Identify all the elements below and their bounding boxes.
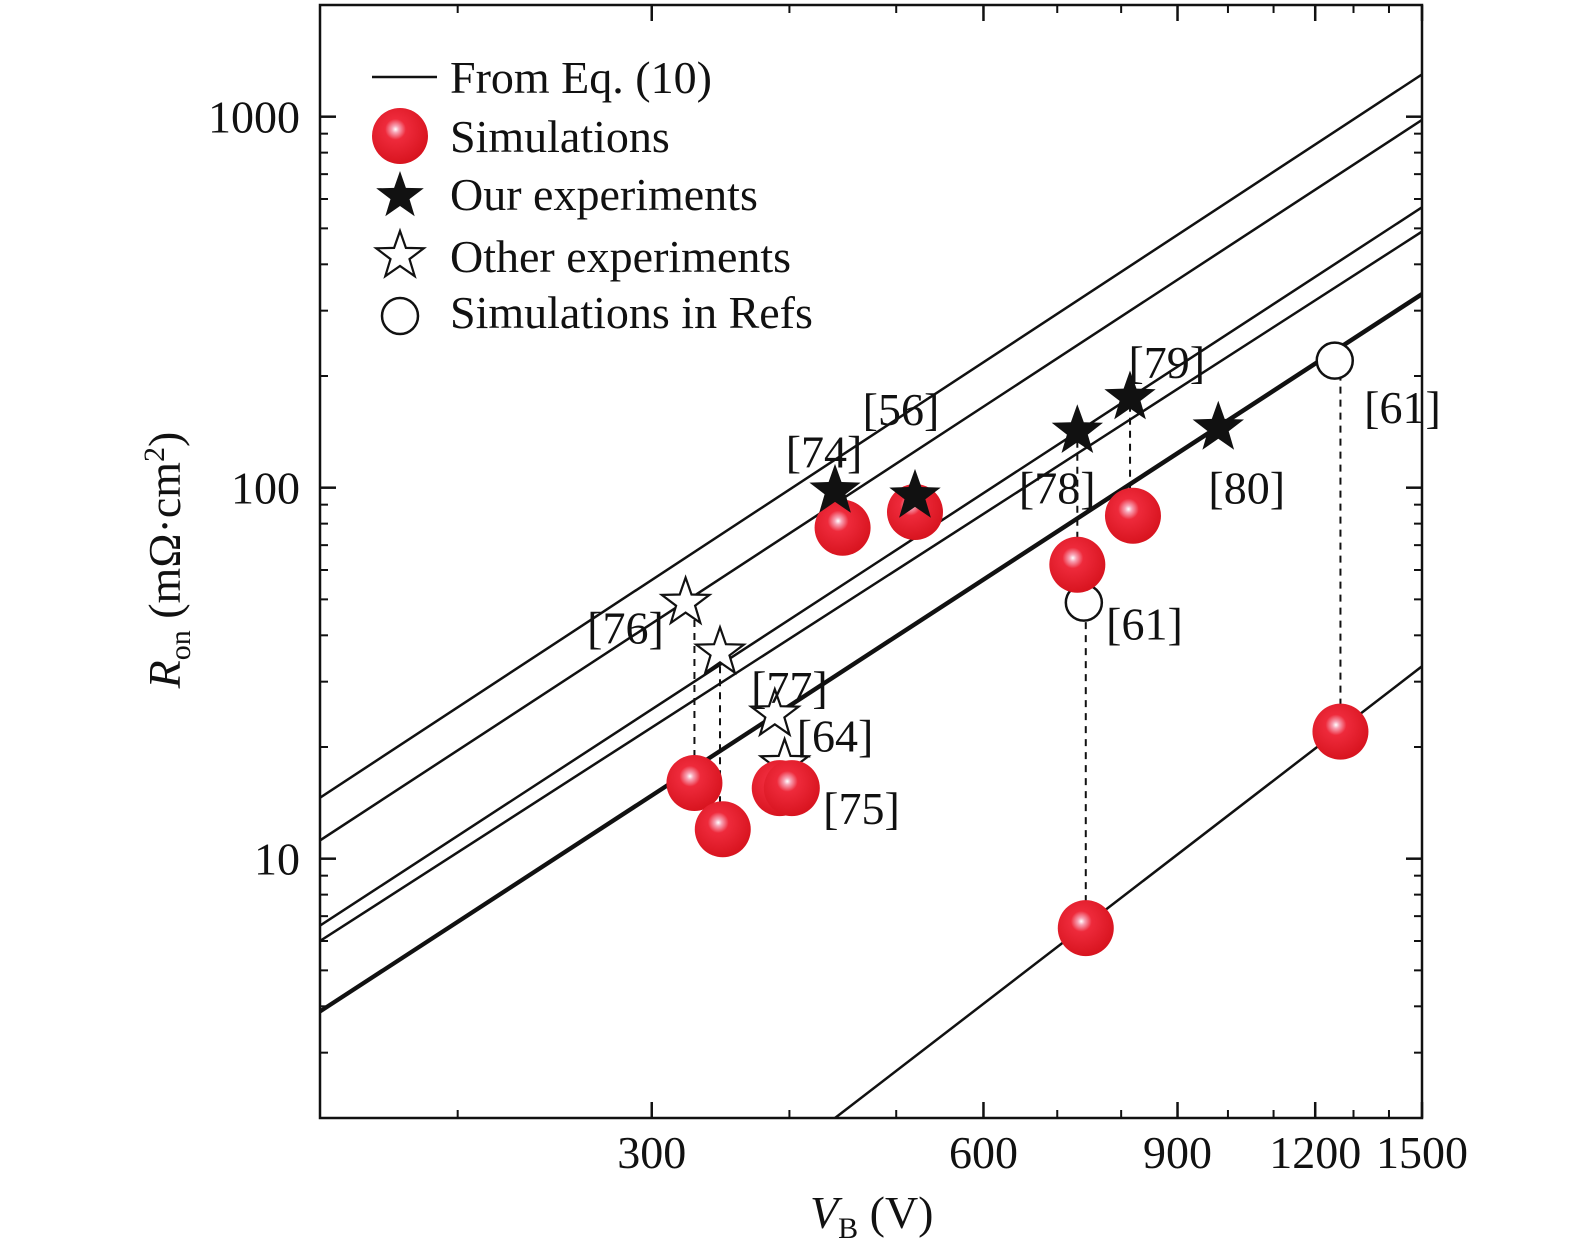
svg-text:Ron (mΩ·cm2): Ron (mΩ·cm2): [138, 432, 197, 690]
svg-text:VB (V): VB (V): [810, 1187, 933, 1245]
y-axis-title-close: ): [139, 432, 190, 447]
equation-line: [320, 73, 1422, 799]
y-axis-title-unit: (mΩ·cm: [139, 462, 190, 631]
reference-annotation: [64]: [797, 710, 874, 761]
x-tick-label: 1500: [1376, 1127, 1468, 1178]
legend-label-simulations-in-refs: Simulations in Refs: [450, 287, 813, 338]
reference-annotation: [77]: [751, 662, 828, 713]
x-tick-label: 300: [617, 1127, 686, 1178]
reference-annotation: [76]: [587, 602, 664, 653]
legend-label-eq10: From Eq. (10): [450, 52, 712, 103]
reference-annotation: [79]: [1128, 337, 1205, 388]
red-sphere-point: [666, 754, 723, 811]
red-sphere-point: [763, 760, 820, 817]
legend-open-circle-marker: [380, 296, 420, 336]
y-axis-title-sup: 2: [138, 447, 171, 462]
legend-label-our-experiments: Our experiments: [450, 169, 758, 220]
open-circle-point: [1315, 341, 1354, 380]
reference-annotation: [80]: [1208, 463, 1285, 514]
filled-star-point: [1051, 404, 1103, 453]
red-sphere-point: [1312, 703, 1369, 760]
y-tick-labels: 10 100 1000: [208, 92, 300, 885]
open-star-point: [747, 685, 802, 738]
legend-label-other-experiments: Other experiments: [450, 231, 791, 282]
legend-filled-star-marker: [376, 171, 424, 217]
plot-area: [74][56] [78] [79] [80] [61] [61] [76] [77][64]…: [318, 3, 1441, 1120]
equation-line: [320, 294, 1422, 1014]
x-tick-labels: 300 600 900 1200 1500: [617, 1127, 1468, 1178]
filled-star-point: [1104, 370, 1156, 420]
equation-line: [320, 118, 1422, 842]
x-tick-label: 600: [949, 1127, 1018, 1178]
red-sphere-point: [886, 483, 943, 540]
filled-star-point: [889, 468, 941, 518]
plot-frame: [318, 3, 1424, 1120]
x-axis-title: VB (V): [810, 1187, 933, 1245]
y-tick-label: 100: [231, 463, 300, 514]
reference-annotation: [61]: [1364, 382, 1441, 433]
y-axis-title: Ron (mΩ·cm2): [138, 432, 197, 690]
red-sphere-point: [1057, 900, 1114, 957]
legend: From Eq. (10) Simulations Our experiment…: [372, 52, 813, 338]
y-tick-label: 10: [254, 834, 300, 885]
major-ticks: [320, 5, 1424, 1118]
x-axis-title-main: V: [810, 1187, 843, 1238]
filled-star-point: [1192, 400, 1244, 450]
reference-annotation: [75]: [823, 783, 900, 834]
reference-annotation: [56]: [863, 384, 940, 435]
y-axis-title-main: R: [139, 660, 190, 689]
red-sphere-point: [694, 801, 751, 858]
equation-line: [320, 230, 1422, 943]
legend-sphere-marker: [372, 108, 428, 164]
equation-line: [320, 206, 1422, 927]
x-tick-label: 900: [1143, 1127, 1212, 1178]
equation-line: [320, 291, 1422, 1012]
legend-open-star-marker: [373, 227, 427, 279]
open-star-point: [693, 623, 747, 676]
red-sphere-point: [1104, 487, 1161, 544]
red-sphere-point: [1049, 536, 1106, 593]
filled-star-point: [809, 463, 861, 513]
markers: [658, 341, 1369, 957]
reference-annotation: [78]: [1019, 463, 1096, 514]
legend-label-simulations: Simulations: [450, 111, 670, 162]
x-axis-title-sub: B: [838, 1212, 858, 1245]
open-star-point: [658, 574, 713, 626]
y-tick-label: 1000: [208, 92, 300, 143]
red-sphere-point: [814, 499, 871, 556]
x-tick-label: 1200: [1269, 1127, 1361, 1178]
reference-annotation: [61]: [1106, 599, 1183, 650]
annotations: [74][56] [78] [79] [80] [61] [61] [76] [77][64]…: [587, 337, 1441, 834]
y-axis-title-sub: on: [164, 630, 197, 660]
reference-annotation: [74]: [786, 427, 863, 478]
x-axis-title-unit: (V): [858, 1187, 933, 1238]
